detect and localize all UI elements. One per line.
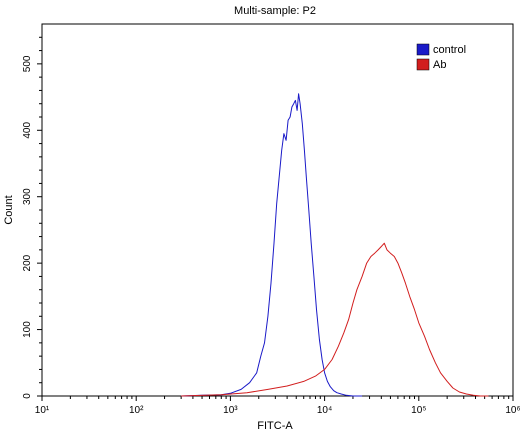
x-tick-label: 10⁶ (505, 405, 520, 416)
legend-swatch-control (416, 43, 430, 56)
legend-label-control: control (433, 44, 466, 56)
plot-frame (41, 23, 514, 397)
y-tick-label: 500 (22, 55, 33, 72)
y-tick-label: 0 (22, 393, 33, 399)
y-tick-label: 300 (22, 188, 33, 205)
legend-label-ab: Ab (433, 59, 446, 71)
y-axis: 0 100 200 300 400 500 (22, 36, 42, 399)
y-tick-label: 400 (22, 122, 33, 139)
y-tick-label: 100 (22, 321, 33, 338)
y-axis-label: Count (3, 195, 15, 224)
y-tick-label: 200 (22, 254, 33, 271)
x-tick-label: 10² (129, 405, 144, 416)
series-layer (181, 93, 489, 397)
x-axis-label: FITC-A (257, 420, 293, 432)
legend: control Ab (416, 43, 466, 71)
series-line-control (181, 93, 363, 397)
x-axis: 10¹ 10² 10³ 10⁴ 10⁵ 10⁶ (35, 396, 521, 416)
x-tick-label: 10⁴ (317, 405, 332, 416)
x-tick-label: 10⁵ (411, 405, 426, 416)
legend-swatch-ab (416, 58, 430, 71)
x-tick-label: 10¹ (35, 405, 50, 416)
x-tick-label: 10³ (223, 405, 238, 416)
chart-title: Multi-sample: P2 (234, 5, 316, 17)
series-line-ab (181, 242, 489, 397)
